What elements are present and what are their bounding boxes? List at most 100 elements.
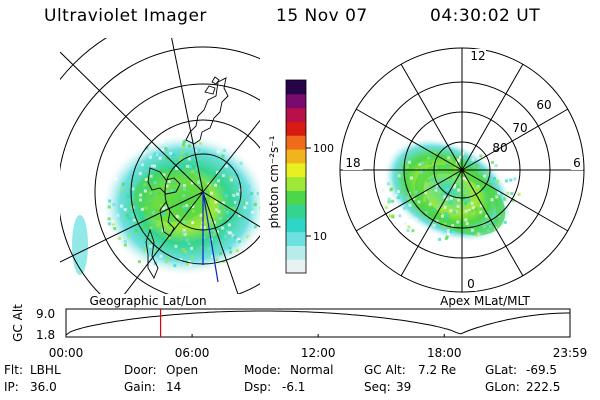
aurora-pixel <box>216 150 220 154</box>
aurora-pixel <box>162 173 166 177</box>
info-glon-value: 222.5 <box>526 380 561 394</box>
aurora-pixel <box>123 240 127 244</box>
aurora-pixel <box>453 210 457 214</box>
time-label: 04:30:02 UT <box>430 6 541 26</box>
aurora-pixel <box>182 140 186 144</box>
aurora-pixel <box>127 217 131 221</box>
aurora-pixel <box>456 158 460 162</box>
aurora-pixel <box>425 183 429 187</box>
aurora-pixel <box>165 191 169 194</box>
aurora-pixel <box>470 228 474 232</box>
geo-longitude-lines <box>60 38 260 294</box>
aurora-pixel <box>152 248 156 252</box>
aurora-pixel <box>467 198 471 202</box>
aurora-pixel <box>233 235 237 239</box>
aurora-pixel <box>127 234 131 238</box>
aurora-pixel <box>447 156 451 160</box>
aurora-pixel <box>150 164 154 168</box>
info-mode-label: Mode: <box>244 363 281 377</box>
aurora-pixel <box>140 163 144 167</box>
aurora-pixel <box>406 196 410 200</box>
aurora-pixel <box>182 231 185 235</box>
aurora-pixel <box>182 220 186 224</box>
info-door-value: Open <box>166 363 199 377</box>
aurora-pixel <box>445 197 449 201</box>
aurora-pixel <box>190 255 194 259</box>
aurora-pixel <box>470 209 474 213</box>
aurora-pixel <box>428 202 432 206</box>
aurora-pixel <box>443 222 447 226</box>
aurora-pixel <box>253 225 257 229</box>
aurora-pixel <box>517 192 521 196</box>
aurora-pixel <box>149 155 152 159</box>
geo-aurora-speckle <box>107 139 260 268</box>
aurora-pixel <box>433 151 436 155</box>
aurora-pixel <box>407 191 411 195</box>
info-gcalt-label: GC Alt: <box>364 363 406 377</box>
timeline-y-tick-top: 9.0 <box>36 307 55 321</box>
aurora-pixel <box>142 179 146 182</box>
aurora-pixel <box>490 161 494 165</box>
aurora-pixel <box>213 230 217 234</box>
aurora-pixel <box>173 264 177 268</box>
aurora-pixel <box>420 170 424 174</box>
aurora-pixel <box>143 212 147 216</box>
aurora-pixel <box>185 238 189 242</box>
aurora-pixel <box>107 217 111 221</box>
aurora-pixel <box>145 146 149 150</box>
aurora-pixel <box>453 184 457 187</box>
aurora-pixel <box>406 206 410 210</box>
aurora-pixel <box>449 196 453 200</box>
aurora-pixel <box>438 237 442 241</box>
aurora-pixel <box>254 192 258 196</box>
aurora-pixel <box>186 262 190 266</box>
timeline-x-tick-label: 00:00 <box>49 346 84 360</box>
aurora-pixel <box>488 225 492 228</box>
aurora-pixel <box>139 193 143 197</box>
aurora-pixel <box>166 256 170 260</box>
colorbar-step <box>286 245 306 260</box>
aurora-pixel <box>469 170 473 174</box>
aurora-pixel <box>162 211 166 215</box>
aurora-pixel <box>189 263 193 267</box>
aurora-pixel <box>182 184 186 187</box>
aurora-pixel <box>465 222 469 226</box>
aurora-pixel <box>471 206 475 210</box>
aurora-pixel <box>229 231 233 235</box>
aurora-pixel <box>215 258 219 262</box>
aurora-pixel <box>389 188 393 192</box>
aurora-pixel <box>512 208 516 212</box>
aurora-pixel <box>113 227 117 230</box>
aurora-pixel <box>497 214 501 218</box>
geo-trace <box>202 191 219 283</box>
aurora-pixel <box>175 214 179 218</box>
aurora-pixel <box>187 210 191 214</box>
aurora-pixel <box>406 229 410 232</box>
timeline-x-tick-label: 18:00 <box>427 346 462 360</box>
aurora-pixel <box>383 208 387 212</box>
aurora-pixel <box>490 163 493 167</box>
aurora-pixel <box>502 172 506 176</box>
aurora-pixel <box>200 225 204 229</box>
aurora-pixel <box>182 194 186 198</box>
aurora-pixel <box>217 179 220 183</box>
aurora-pixel <box>232 193 236 197</box>
aurora-pixel <box>200 139 204 143</box>
aurora-pixel <box>123 243 127 247</box>
aurora-pixel <box>387 182 390 186</box>
aurora-pixel <box>467 210 471 214</box>
aurora-pixel <box>223 234 227 238</box>
aurora-pixel <box>457 198 460 202</box>
aurora-pixel <box>502 179 505 183</box>
aurora-pixel <box>449 229 453 233</box>
aurora-pixel <box>436 204 440 208</box>
aurora-pixel <box>475 233 479 237</box>
aurora-pixel <box>456 204 460 208</box>
aurora-pixel <box>479 154 483 158</box>
aurora-pixel <box>149 226 153 230</box>
aurora-pixel <box>513 187 517 191</box>
colorbar-unit-label: photon cm⁻²s⁻¹ <box>267 135 281 228</box>
aurora-pixel <box>423 196 427 200</box>
aurora-pixel <box>132 218 136 222</box>
aurora-pixel <box>157 192 161 196</box>
